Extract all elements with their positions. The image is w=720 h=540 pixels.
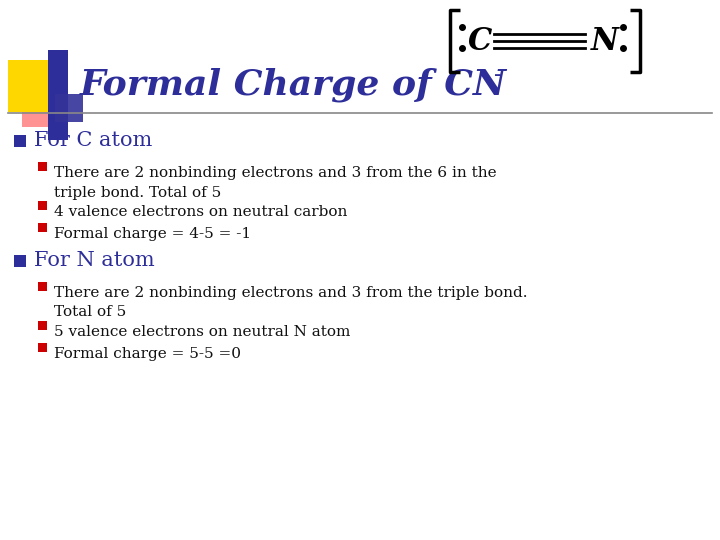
Bar (38, 162, 47, 171)
Text: C: C (468, 25, 492, 57)
Text: Formal charge = 5-5 =0: Formal charge = 5-5 =0 (54, 347, 241, 361)
Text: 5 valence electrons on neutral N atom: 5 valence electrons on neutral N atom (54, 325, 351, 339)
Bar (14, 135, 26, 147)
Bar (48, 50, 68, 140)
Text: Formal Charge of CN: Formal Charge of CN (80, 68, 507, 102)
Text: −: − (660, 0, 676, 6)
Bar (38, 201, 47, 210)
Bar (8, 60, 60, 112)
Bar (22, 81, 68, 127)
Bar (55, 94, 83, 122)
Text: 4 valence electrons on neutral carbon: 4 valence electrons on neutral carbon (54, 205, 347, 219)
Text: There are 2 nonbinding electrons and 3 from the triple bond.
Total of 5: There are 2 nonbinding electrons and 3 f… (54, 286, 528, 320)
Text: For N atom: For N atom (34, 251, 155, 269)
Bar (38, 321, 47, 330)
Bar (38, 282, 47, 291)
Text: -: - (494, 64, 502, 86)
Bar (38, 223, 47, 232)
Text: N: N (591, 25, 619, 57)
Bar (14, 255, 26, 267)
Text: For C atom: For C atom (34, 131, 153, 150)
Bar (38, 343, 47, 352)
Text: There are 2 nonbinding electrons and 3 from the 6 in the
triple bond. Total of 5: There are 2 nonbinding electrons and 3 f… (54, 166, 497, 199)
Text: Formal charge = 4-5 = -1: Formal charge = 4-5 = -1 (54, 227, 251, 241)
